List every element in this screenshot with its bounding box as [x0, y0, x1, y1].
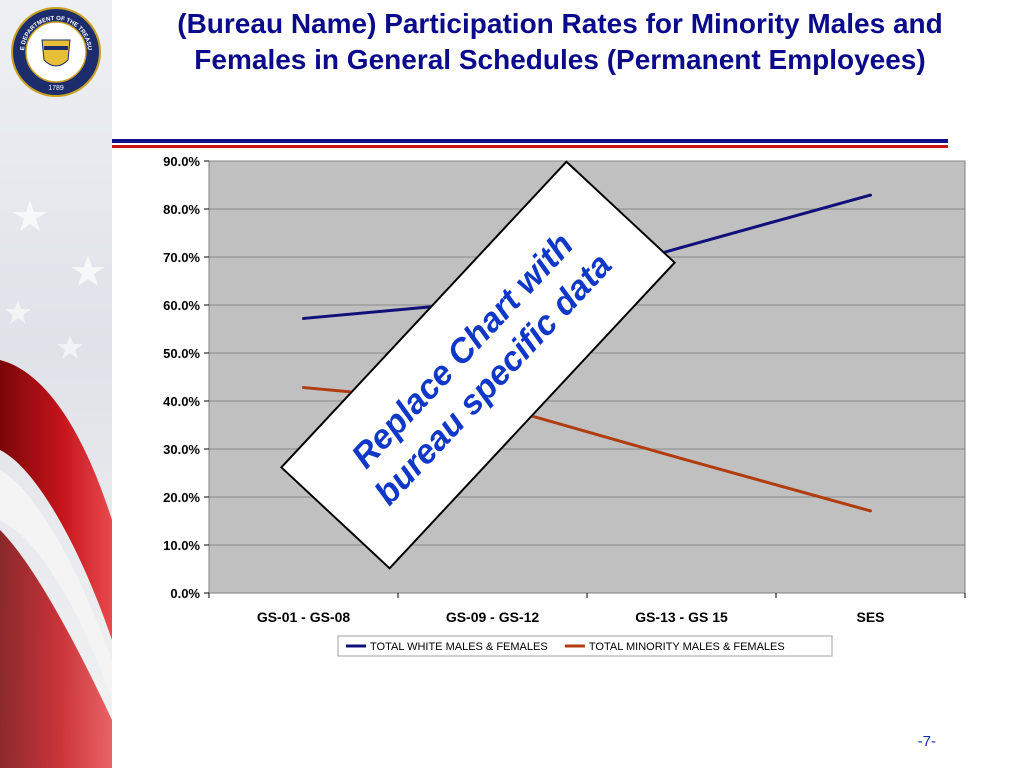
slide-title: (Bureau Name) Participation Rates for Mi…	[177, 8, 943, 75]
y-tick-label: 70.0%	[163, 250, 200, 265]
y-tick-label: 90.0%	[163, 154, 200, 169]
title-rule-blue	[112, 139, 948, 143]
data-point	[869, 509, 872, 513]
y-tick-label: 0.0%	[170, 586, 200, 601]
legend-label: TOTAL MINORITY MALES & FEMALES	[589, 641, 785, 653]
treasury-seal-icon: THE DEPARTMENT OF THE TREASURY 1789	[10, 6, 101, 97]
y-tick-label: 10.0%	[163, 538, 200, 553]
page-number: -7-	[917, 733, 936, 750]
data-point	[680, 457, 683, 461]
y-tick-label: 80.0%	[163, 202, 200, 217]
svg-text:1789: 1789	[48, 85, 64, 92]
data-point	[302, 386, 305, 390]
star-icon	[57, 335, 83, 359]
y-tick-label: 40.0%	[163, 394, 200, 409]
star-icon	[71, 255, 105, 286]
x-tick-label: SES	[856, 609, 884, 625]
title-rule-red	[112, 145, 948, 148]
y-tick-label: 60.0%	[163, 298, 200, 313]
y-tick-label: 50.0%	[163, 346, 200, 361]
flag-banner	[0, 0, 112, 768]
legend-label: TOTAL WHITE MALES & FEMALES	[370, 641, 548, 653]
y-tick-label: 30.0%	[163, 442, 200, 457]
x-tick-label: GS-13 - GS 15	[635, 609, 728, 625]
x-tick-label: GS-01 - GS-08	[257, 609, 351, 625]
data-point	[680, 245, 683, 249]
data-point	[302, 316, 305, 320]
data-point	[869, 193, 872, 197]
star-icon	[13, 200, 47, 231]
legend	[337, 635, 833, 657]
star-icon	[5, 300, 31, 324]
y-tick-label: 20.0%	[163, 490, 200, 505]
x-tick-label: GS-09 - GS-12	[446, 609, 540, 625]
